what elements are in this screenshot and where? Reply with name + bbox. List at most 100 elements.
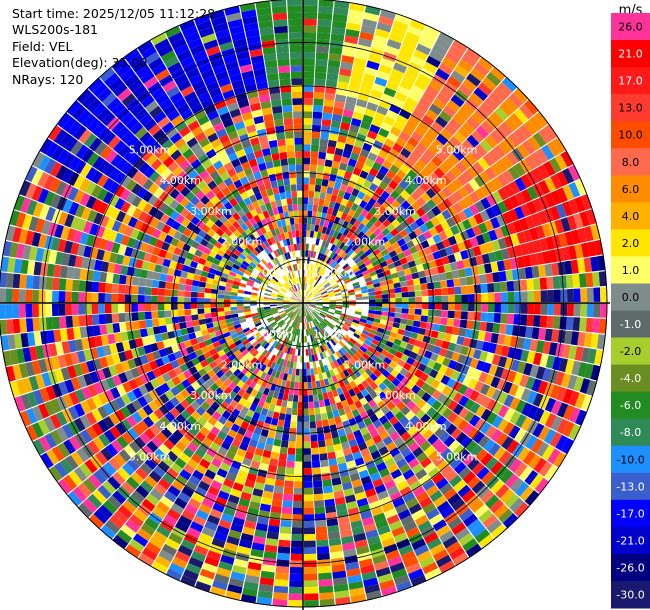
velocity-gate: [297, 290, 301, 298]
velocity-gate: [251, 286, 259, 291]
velocity-gate: [232, 280, 241, 286]
velocity-gate: [260, 356, 267, 364]
velocity-gate: [160, 265, 169, 275]
velocity-gate: [415, 409, 426, 420]
velocity-gate: [340, 288, 348, 293]
velocity-gate: [207, 485, 220, 497]
velocity-gate: [312, 272, 317, 279]
velocity-gate: [440, 465, 454, 478]
velocity-gate: [568, 182, 581, 198]
velocity-gate: [306, 368, 311, 376]
velocity-gate: [554, 371, 565, 386]
velocity-gate: [350, 520, 363, 530]
velocity-gate: [199, 532, 213, 544]
velocity-gate: [148, 170, 161, 183]
velocity-gate: [463, 182, 475, 195]
velocity-gate: [327, 348, 333, 356]
velocity-gate: [244, 520, 257, 530]
velocity-gate: [185, 278, 193, 286]
velocity-gate: [259, 315, 266, 320]
velocity-gate: [425, 188, 437, 199]
velocity-gate: [333, 238, 340, 246]
velocity-gate: [18, 304, 26, 318]
velocity-gate: [393, 317, 401, 324]
velocity-gate: [5, 304, 13, 319]
velocity-gate: [124, 349, 134, 361]
velocity-gate: [309, 164, 317, 172]
velocity-gate: [83, 133, 97, 148]
velocity-gate: [586, 303, 594, 318]
velocity-gate: [274, 341, 280, 349]
velocity-gate: [266, 238, 273, 246]
velocity-gate: [157, 460, 170, 473]
velocity-gate: [91, 408, 103, 422]
velocity-gate: [309, 303, 317, 305]
velocity-gate: [286, 318, 292, 325]
velocity-gate: [139, 113, 153, 127]
velocity-gate: [174, 154, 186, 166]
velocity-gate: [500, 368, 511, 381]
velocity-gate: [342, 263, 350, 270]
velocity-gate: [270, 354, 276, 362]
velocity-gate: [365, 529, 379, 539]
velocity-gate: [176, 357, 186, 366]
velocity-gate: [109, 426, 122, 439]
velocity-gate: [148, 470, 162, 483]
velocity-gate: [433, 281, 441, 289]
velocity-gate: [142, 404, 154, 416]
velocity-gate: [303, 303, 309, 308]
velocity-gate: [299, 303, 303, 309]
velocity-gate: [493, 145, 506, 159]
velocity-gate: [421, 392, 432, 403]
velocity-gate: [82, 93, 97, 109]
velocity-gate: [357, 154, 367, 164]
velocity-gate: [184, 431, 195, 442]
velocity-gate: [119, 188, 131, 201]
velocity-gate: [65, 291, 72, 303]
velocity-gate: [352, 145, 362, 155]
velocity-gate: [149, 217, 160, 228]
velocity-gate: [373, 219, 383, 228]
velocity-gate: [190, 159, 202, 170]
velocity-gate: [251, 349, 259, 357]
velocity-gate: [214, 253, 223, 261]
velocity-gate: [232, 565, 247, 575]
velocity-gate: [312, 467, 321, 475]
velocity-gate: [226, 535, 240, 546]
velocity-gate: [244, 314, 252, 319]
velocity-gate: [533, 352, 543, 366]
velocity-gate: [382, 303, 389, 308]
velocity-gate: [472, 369, 482, 381]
velocity-gate: [467, 216, 478, 228]
velocity-gate: [237, 412, 246, 421]
velocity-gate: [396, 401, 406, 411]
velocity-gate: [436, 415, 447, 427]
velocity-gate: [336, 256, 343, 264]
velocity-gate: [295, 308, 300, 315]
velocity-gate: [547, 289, 555, 303]
velocity-gate: [131, 411, 143, 424]
velocity-gate: [358, 38, 373, 48]
velocity-gate: [472, 225, 482, 237]
velocity-gate: [287, 244, 292, 252]
velocity-gate: [20, 197, 32, 214]
velocity-gate: [405, 273, 413, 281]
velocity-gate: [458, 466, 472, 480]
velocity-gate: [97, 405, 109, 419]
velocity-gate: [109, 514, 125, 529]
velocity-gate: [473, 312, 482, 321]
velocity-gate: [462, 538, 478, 552]
velocity-gate: [508, 166, 520, 180]
velocity-gate: [321, 294, 329, 298]
velocity-gate: [257, 326, 265, 332]
velocity-gate: [442, 105, 457, 118]
velocity-gate: [283, 267, 288, 275]
velocity-gate: [301, 309, 303, 317]
velocity-gate: [446, 541, 462, 555]
velocity-gate: [523, 338, 532, 351]
velocity-gate: [418, 327, 426, 336]
velocity-gate: [318, 286, 325, 292]
velocity-gate: [282, 393, 289, 401]
velocity-gate: [87, 209, 98, 223]
velocity-gate: [327, 289, 334, 294]
